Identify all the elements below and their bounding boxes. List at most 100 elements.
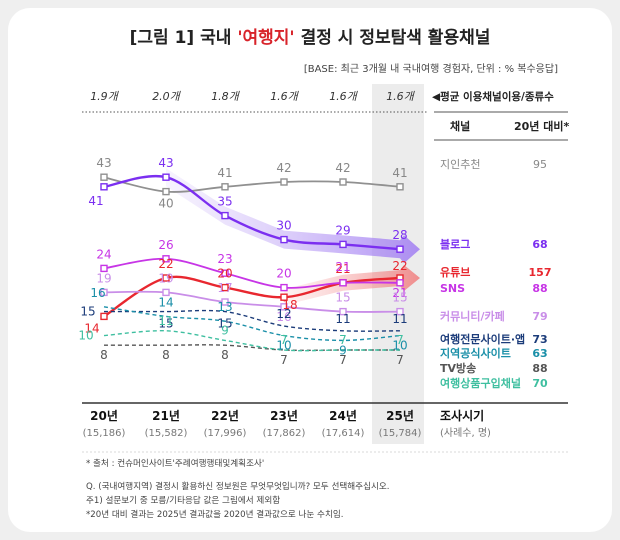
marker-커뮤니티-카페-2 [221,298,229,306]
marker-SNS-1 [162,255,170,263]
legend-커뮤니티-카페: 커뮤니티/카페 [440,309,505,323]
data-label-지역공식사이트-3: 10 [276,339,291,353]
marker-블로그-0 [100,183,108,191]
x-axis-title: 조사시기 [440,408,484,423]
marker-SNS-3 [280,283,288,292]
data-label-TV방송-2: 8 [221,348,229,362]
data-label-블로그-1: 43 [158,156,173,170]
data-label-SNS-0: 24 [96,247,111,261]
sample-size-4: (17,614) [322,428,365,439]
x-axis-labels: 20년 (15,186) 21년 (15,582) 22년 (17,996) 23년 (17,… [83,409,422,439]
data-label-여행전문사이트-앱-5: 11 [392,312,407,326]
data-label-지인추천-4: 42 [335,161,350,175]
avg-value-0: 1.9개 [90,90,119,103]
data-label-SNS-4: 21 [335,260,350,274]
vs2020-블로그: 68 [532,238,547,251]
data-label-지인추천-3: 42 [276,161,291,175]
sample-size-2: (17,996) [204,428,247,439]
sample-size-0: (15,186) [83,428,126,439]
data-label-커뮤니티-카페-3: 16 [276,310,291,324]
sample-size-3: (17,862) [263,428,306,439]
vs2020-TV방송: 88 [532,362,547,375]
data-label-유튜브-1: 22 [158,257,173,271]
note-source: * 출처 : 컨슈머인사이트'주례여행행태및계획조사' [86,457,264,469]
marker-SNS-0 [100,264,108,273]
marker-SNS-2 [221,269,229,277]
data-label-여행상품구입채널-0: 10 [78,329,93,343]
marker-지인추천-4 [339,178,347,186]
data-label-TV방송-4: 7 [339,353,347,367]
data-label-SNS-3: 20 [276,267,291,281]
note-2: *20년 대비 결과는 2025년 결과값을 2020년 결과값으로 나눈 수치… [86,508,344,520]
data-label-블로그-5: 28 [392,228,407,242]
x-tick-label-1: 21년 [152,409,180,423]
series-line-SNS [103,257,401,289]
legend-블로그: 블로그 [440,238,470,251]
avg-value-5: 1.6개 [386,90,415,103]
marker-유튜브-0 [100,312,108,321]
data-label-여행상품구입채널-1: 11 [158,314,173,328]
marker-블로그-1 [162,173,170,181]
marker-유튜브-2 [221,283,229,292]
marker-블로그-2 [221,211,229,220]
table-header-vs: 20년 대비* [514,119,569,133]
avg-value-1: 2.0개 [152,90,181,103]
marker-유튜브-1 [162,274,170,282]
data-label-여행전문사이트-앱-0: 15 [80,305,95,319]
vs2020-여행상품구입채널: 70 [532,377,548,390]
avg-value-4: 1.6개 [329,90,358,103]
avg-value-3: 1.6개 [270,90,299,103]
base-note: [BASE: 최근 3개월 내 국내여행 경험자, 단위 : % 복수응답] [304,62,558,75]
chart-title: [그림 1] 국내 '여행지' 결정 시 정보탐색 활용채널 [130,27,491,48]
series-lines [103,175,401,352]
marker-블로그-4 [339,240,347,249]
line-chart: [그림 1] 국내 '여행지' 결정 시 정보탐색 활용채널 [BASE: 최근… [78,27,569,520]
data-label-TV방송-5: 7 [396,353,404,367]
x-tick-label-5: 25년 [386,409,414,423]
marker-커뮤니티-카페-4 [339,307,347,316]
legend-여행전문사이트-앱: 여행전문사이트·앱 [440,332,525,346]
avg-value-2: 1.8개 [211,90,240,103]
x-tick-label-3: 23년 [270,409,298,423]
series-line-여행전문사이트-앱 [104,309,401,332]
marker-커뮤니티-카페-5 [396,307,404,316]
data-label-지역공식사이트-0: 16 [90,286,105,300]
legend-지인추천: 지인추천 [440,157,480,171]
data-label-지인추천-0: 43 [96,156,111,170]
data-label-여행상품구입채널-5: 7 [396,333,404,347]
vs2020-SNS: 88 [532,282,547,295]
note-1: 주1) 설문보기 중 모름/기타응답 값은 그림에서 제외함 [86,494,280,506]
data-label-TV방송-1: 8 [162,348,170,362]
marker-SNS-5 [396,279,404,287]
data-label-여행전문사이트-앱-3: 12 [276,307,291,321]
data-label-블로그-2: 35 [217,195,232,209]
series-line-지인추천 [103,176,401,193]
data-label-유튜브-5: 22 [392,259,407,273]
series-line-여행상품구입채널 [103,330,400,352]
x-tick-label-0: 20년 [90,409,118,423]
data-label-지역공식사이트-4: 9 [339,343,347,357]
data-label-지인추천-1: 40 [158,197,173,211]
data-label-커뮤니티-카페-4: 15 [335,291,350,305]
data-label-블로그-3: 30 [276,219,291,233]
data-label-유튜브-0: 14 [84,321,99,335]
data-label-블로그-0: 41 [88,194,103,208]
highlight-column [372,84,424,444]
marker-지인추천-5 [396,183,404,191]
marker-지인추천-0 [100,173,108,181]
data-label-SNS-2: 23 [217,252,232,266]
marker-유튜브-3 [280,293,288,301]
data-label-유튜브-4: 21 [335,262,350,276]
data-label-지역공식사이트-1: 14 [158,295,173,309]
data-label-여행전문사이트-앱-4: 11 [335,312,350,326]
series-markers [100,173,404,321]
legend-지역공식사이트: 지역공식사이트 [440,346,511,360]
data-label-SNS-5: 21 [392,286,407,300]
avg-values: 1.9개 2.0개 1.8개 1.6개 1.6개 1.6개 [90,90,415,103]
trend-arrow-youtube [284,265,420,306]
vs2020-지역공식사이트: 63 [532,347,547,360]
vs2020-커뮤니티-카페: 79 [532,310,547,323]
marker-SNS-4 [339,279,347,287]
marker-블로그-3 [280,235,288,244]
data-label-여행전문사이트-앱-1: 15 [158,317,173,331]
